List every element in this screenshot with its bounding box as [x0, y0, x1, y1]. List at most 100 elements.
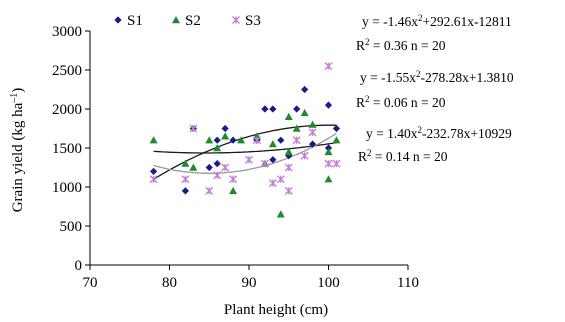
point-s2: [308, 120, 317, 128]
point-s2: [300, 108, 309, 117]
point-s1: [269, 105, 277, 113]
equation-exponent: 2: [416, 69, 421, 79]
equation-main: y = -1.46x: [362, 14, 418, 29]
y-tick-label: 1000: [52, 180, 82, 196]
point-s3: [221, 163, 230, 172]
point-s1: [293, 105, 301, 113]
equation-rest: +292.61x-12811: [422, 14, 511, 29]
r-squared-prefix: R: [356, 95, 365, 110]
point-s3: [284, 163, 293, 172]
r-squared-value: = 0.14 n = 20: [372, 149, 448, 164]
y-tick-label: 500: [60, 219, 83, 235]
point-s2: [205, 136, 214, 144]
y-tick-label: 1500: [52, 141, 82, 157]
x-tick-label: 80: [162, 275, 177, 291]
data-points: [149, 62, 341, 218]
point-s3: [332, 159, 341, 168]
regression-equation: y = 1.40x2-232.78x+10929: [366, 125, 512, 141]
point-s3: [213, 171, 222, 180]
point-s2: [268, 140, 277, 148]
point-s1: [181, 187, 189, 195]
x-tick-label: 110: [397, 275, 419, 291]
point-s3: [308, 128, 317, 137]
x-tick-label: 70: [83, 275, 98, 291]
trend-line-s3: [153, 132, 337, 174]
equation-rest: -278.28x+1.3810: [420, 70, 513, 85]
r-squared-prefix: R: [358, 149, 367, 164]
r-squared-exponent: 2: [367, 148, 372, 158]
trend-line-s2: [153, 141, 337, 154]
point-s1: [261, 105, 269, 113]
point-s2: [237, 136, 246, 144]
point-s1: [269, 156, 277, 164]
r-squared-exponent: 2: [365, 37, 370, 47]
r-squared-value: = 0.06 n = 20: [370, 95, 446, 110]
point-s2: [213, 144, 222, 152]
y-axis-title-superscript: –1: [9, 93, 20, 104]
point-s3: [189, 124, 198, 133]
equation-exponent: 2: [418, 125, 423, 135]
point-s1: [205, 163, 213, 172]
legend-marker-s3: [232, 16, 240, 24]
y-axis-title-main: Grain yield (kg ha: [10, 102, 26, 212]
y-tick-label: 2000: [52, 102, 82, 118]
y-axis-title: Grain yield (kg ha–1): [9, 88, 26, 213]
x-tick-label: 100: [317, 275, 340, 291]
legend-label-s2: S2: [185, 13, 201, 29]
r-squared-prefix: R: [356, 38, 365, 53]
equation-main: y = -1.55x: [360, 70, 416, 85]
trend-lines: [153, 124, 337, 180]
point-s1: [229, 136, 237, 144]
r-squared-label: R2 = 0.36 n = 20: [356, 37, 446, 53]
x-axis-title: Plant height (cm): [224, 302, 328, 318]
r-squared-exponent: 2: [365, 94, 370, 104]
y-tick-label: 2500: [52, 63, 82, 79]
legend-marker-s1: [114, 16, 122, 24]
point-s1: [213, 160, 221, 168]
regression-equation: y = -1.55x2-278.28x+1.3810: [360, 69, 514, 85]
point-s2: [229, 186, 238, 195]
point-s3: [324, 62, 333, 71]
point-s1: [332, 124, 341, 133]
legend-marker-s2: [172, 16, 180, 24]
y-tick-label: 3000: [52, 24, 82, 40]
point-s2: [332, 136, 341, 144]
point-s1: [221, 124, 229, 133]
regression-equation: y = -1.46x2+292.61x-12811: [362, 13, 512, 29]
r-squared-label: R2 = 0.14 n = 20: [358, 148, 448, 164]
point-s1: [150, 167, 158, 175]
point-s2: [292, 124, 301, 132]
point-s3: [181, 175, 190, 184]
equation-main: y = 1.40x: [366, 126, 418, 141]
point-s2: [284, 147, 293, 156]
legend-label-s3: S3: [245, 13, 261, 29]
point-s3: [229, 175, 238, 184]
r-squared-value: = 0.36 n = 20: [370, 38, 446, 53]
axes: 0 500 1000 1500 2000 2500 3000 70 80 90 100 110: [52, 24, 419, 291]
point-s2: [276, 210, 285, 218]
point-s2: [149, 136, 158, 144]
point-s1: [277, 136, 285, 144]
point-s2: [324, 175, 333, 183]
equation-exponent: 2: [418, 13, 423, 23]
point-s3: [245, 155, 253, 164]
point-s1: [324, 101, 333, 109]
point-s1: [309, 140, 317, 148]
point-s2: [189, 163, 198, 171]
legend-label-s1: S1: [127, 13, 143, 29]
point-s3: [300, 151, 309, 160]
legend: S1 S2 S3: [114, 13, 261, 29]
point-s2: [221, 132, 230, 140]
point-s3: [276, 175, 285, 184]
point-s3: [252, 136, 261, 145]
y-tick-label: 0: [75, 258, 83, 274]
x-tick-label: 90: [242, 275, 257, 291]
point-s2: [181, 159, 190, 167]
r-squared-label: R2 = 0.06 n = 20: [356, 94, 446, 110]
y-axis-title-close: ): [10, 88, 26, 93]
point-s3: [149, 175, 158, 184]
point-s3: [268, 179, 277, 188]
point-s2: [284, 112, 293, 120]
